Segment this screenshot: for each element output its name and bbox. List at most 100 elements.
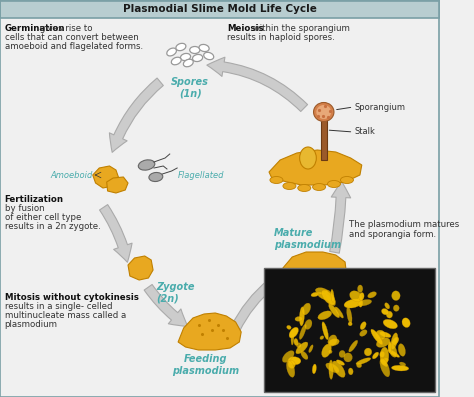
Ellipse shape — [298, 185, 311, 191]
FancyArrowPatch shape — [231, 274, 285, 331]
Ellipse shape — [360, 330, 367, 336]
Ellipse shape — [356, 358, 371, 365]
Ellipse shape — [305, 320, 312, 330]
Ellipse shape — [402, 318, 410, 328]
Ellipse shape — [328, 304, 339, 318]
Ellipse shape — [380, 332, 391, 337]
FancyArrowPatch shape — [100, 204, 132, 262]
Ellipse shape — [270, 177, 283, 183]
Ellipse shape — [364, 348, 372, 356]
Ellipse shape — [283, 351, 294, 362]
Ellipse shape — [288, 360, 295, 368]
Text: Mature
plasmodium: Mature plasmodium — [273, 228, 341, 250]
Ellipse shape — [183, 59, 193, 67]
Polygon shape — [178, 313, 241, 350]
Ellipse shape — [190, 46, 200, 54]
Ellipse shape — [301, 351, 308, 360]
Ellipse shape — [167, 48, 176, 56]
FancyArrowPatch shape — [144, 285, 188, 326]
Bar — [321, 118, 327, 160]
Ellipse shape — [332, 361, 345, 378]
Ellipse shape — [349, 340, 358, 352]
Ellipse shape — [289, 327, 299, 338]
Ellipse shape — [381, 360, 388, 366]
Ellipse shape — [382, 308, 389, 315]
Text: results in a single- celled: results in a single- celled — [5, 302, 112, 311]
Ellipse shape — [317, 279, 329, 287]
Ellipse shape — [313, 183, 326, 191]
Text: by fusion: by fusion — [5, 204, 44, 213]
Ellipse shape — [400, 362, 406, 366]
Ellipse shape — [375, 330, 385, 340]
Ellipse shape — [302, 303, 310, 315]
Text: amoeboid and flagelated forms.: amoeboid and flagelated forms. — [5, 42, 143, 51]
Ellipse shape — [328, 274, 340, 281]
Ellipse shape — [309, 345, 313, 353]
Ellipse shape — [337, 360, 345, 365]
Ellipse shape — [149, 172, 163, 181]
Ellipse shape — [299, 324, 306, 339]
Polygon shape — [128, 256, 153, 280]
FancyBboxPatch shape — [0, 0, 440, 18]
Ellipse shape — [331, 289, 334, 303]
Ellipse shape — [392, 337, 399, 345]
Text: Germination: Germination — [5, 24, 65, 33]
Ellipse shape — [328, 181, 340, 187]
Ellipse shape — [388, 350, 400, 357]
Ellipse shape — [357, 285, 363, 293]
Text: results in a 2n zygote.: results in a 2n zygote. — [5, 222, 100, 231]
Ellipse shape — [316, 105, 331, 119]
Text: Stalk: Stalk — [355, 127, 375, 137]
Ellipse shape — [329, 360, 333, 379]
Ellipse shape — [380, 347, 389, 365]
Ellipse shape — [296, 343, 301, 348]
Ellipse shape — [393, 305, 399, 311]
Text: Feeding
plasmodium: Feeding plasmodium — [173, 354, 239, 376]
Ellipse shape — [322, 290, 335, 305]
Text: gives rise to: gives rise to — [37, 24, 93, 33]
Text: Sporangium: Sporangium — [355, 102, 405, 112]
Text: Meiosis: Meiosis — [227, 24, 264, 33]
Ellipse shape — [346, 307, 352, 323]
Ellipse shape — [380, 358, 390, 377]
Ellipse shape — [171, 57, 181, 65]
Ellipse shape — [287, 326, 291, 330]
Ellipse shape — [295, 316, 302, 321]
Text: Mitosis without cytokinesis: Mitosis without cytokinesis — [5, 293, 138, 302]
Ellipse shape — [300, 147, 316, 169]
Ellipse shape — [192, 54, 203, 62]
Polygon shape — [269, 150, 362, 185]
Ellipse shape — [204, 52, 214, 60]
Text: of either cell type: of either cell type — [5, 213, 81, 222]
Ellipse shape — [325, 290, 336, 306]
Polygon shape — [107, 177, 128, 193]
Text: Plasmodial Slime Mold Life Cycle: Plasmodial Slime Mold Life Cycle — [123, 4, 317, 14]
Ellipse shape — [373, 352, 379, 359]
Ellipse shape — [318, 311, 332, 320]
Ellipse shape — [348, 368, 353, 375]
Polygon shape — [93, 166, 119, 188]
Text: The plasmodium matures
and sporangia form.: The plasmodium matures and sporangia for… — [349, 220, 459, 239]
Ellipse shape — [312, 364, 316, 374]
Ellipse shape — [329, 339, 339, 345]
Ellipse shape — [311, 292, 319, 297]
Ellipse shape — [199, 44, 209, 52]
FancyArrowPatch shape — [330, 181, 351, 253]
Ellipse shape — [294, 281, 307, 289]
Ellipse shape — [283, 183, 296, 189]
Text: Flagellated: Flagellated — [178, 172, 225, 181]
Text: multinucleate mass called a: multinucleate mass called a — [5, 311, 126, 320]
Ellipse shape — [376, 338, 390, 347]
Text: Zygote
(2n): Zygote (2n) — [156, 282, 194, 304]
Text: within the sporangium: within the sporangium — [250, 24, 350, 33]
Ellipse shape — [306, 281, 318, 289]
Ellipse shape — [388, 343, 397, 357]
Ellipse shape — [181, 54, 191, 61]
Ellipse shape — [296, 342, 308, 354]
Ellipse shape — [313, 102, 334, 121]
Ellipse shape — [326, 363, 339, 373]
Ellipse shape — [322, 322, 328, 340]
Polygon shape — [283, 252, 346, 284]
Ellipse shape — [392, 365, 409, 371]
Ellipse shape — [138, 160, 155, 170]
